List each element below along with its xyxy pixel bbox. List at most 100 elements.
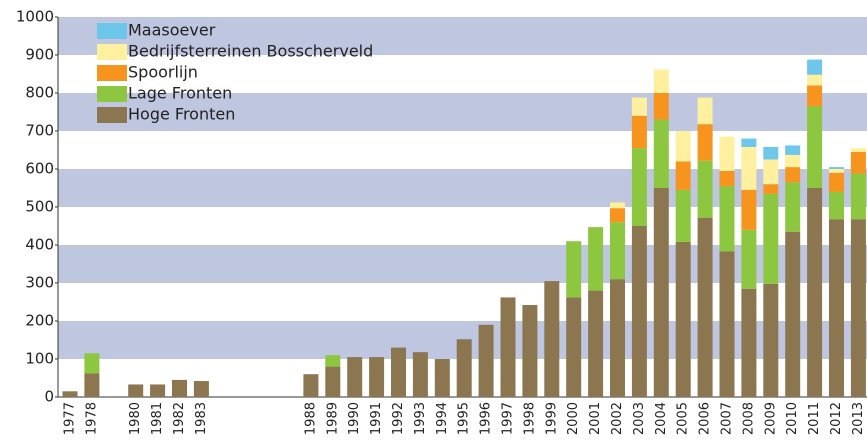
x-tick-label: 2013 [851, 402, 866, 435]
bar-segment [456, 339, 472, 397]
bar-segment [653, 188, 669, 397]
bar-segment [785, 231, 801, 397]
y-tick-label: 200 [25, 312, 54, 330]
bar-segment [807, 188, 823, 397]
bar-segment [829, 191, 844, 220]
x-tick-label: 2001 [588, 402, 603, 435]
bar-segment [391, 347, 406, 397]
bar-segment [785, 145, 801, 155]
bar-segment [610, 202, 625, 209]
x-tick-label: 2012 [829, 402, 844, 435]
x-tick-label: 2000 [566, 402, 581, 435]
bar-segment [850, 219, 866, 397]
bar-segment [829, 219, 844, 397]
bar-segment [522, 305, 538, 397]
y-tick-label: 600 [25, 160, 54, 178]
legend-label: Hoge Fronten [128, 105, 235, 124]
bar-segment [500, 297, 516, 397]
y-tick-label: 400 [25, 236, 54, 254]
y-tick-label: 0 [44, 388, 54, 406]
legend-label: Lage Fronten [128, 84, 232, 103]
bar-segment [763, 193, 779, 284]
y-tick-label: 300 [25, 274, 54, 292]
bar-segment [347, 357, 363, 397]
bar-segment [763, 159, 779, 185]
bar-segment [807, 106, 823, 188]
x-tick-label: 2006 [698, 402, 713, 435]
legend-swatch [97, 23, 127, 39]
bar-segment [84, 353, 100, 374]
x-tick-label: 2010 [785, 402, 800, 435]
bar-segment [610, 208, 625, 223]
bar-segment [325, 366, 341, 397]
bar-segment [697, 160, 713, 218]
x-tick-label: 2007 [720, 402, 735, 435]
bar-segment [588, 227, 604, 291]
bar-segment [719, 186, 735, 252]
x-tick-label: 1982 [172, 402, 187, 435]
legend-swatch [97, 65, 127, 81]
x-tick-label: 1988 [303, 402, 318, 435]
x-tick-label: 1983 [194, 402, 209, 435]
bar-segment [719, 136, 735, 171]
grid-band [58, 17, 867, 55]
y-tick-label: 500 [25, 198, 54, 216]
legend-label: Bedrijfsterreinen Bosscherveld [128, 42, 373, 61]
x-tick-label: 1994 [435, 402, 450, 435]
bar-segment [434, 359, 450, 397]
x-tick-label: 1992 [391, 402, 406, 435]
x-tick-label: 2005 [676, 402, 691, 435]
grid-band [58, 93, 867, 131]
bar-segment [829, 169, 844, 173]
bar-segment [566, 297, 582, 397]
x-tick-label: 2002 [610, 402, 625, 435]
bar-segment [631, 148, 647, 226]
bar-segment [303, 374, 319, 397]
bar-segment [741, 189, 757, 230]
y-tick-label: 1000 [16, 8, 54, 26]
bar-segment [631, 226, 647, 397]
bar-segment [412, 352, 428, 397]
x-tick-label: 2011 [807, 402, 822, 435]
x-tick-label: 1981 [150, 402, 165, 435]
bar-segment [785, 182, 801, 232]
bar-segment [631, 97, 647, 116]
bar-segment [544, 281, 560, 397]
legend-swatch [97, 44, 127, 60]
bar-segment [719, 251, 735, 397]
y-tick-label: 700 [25, 122, 54, 140]
bar-segment [741, 138, 757, 147]
bar-segment [697, 124, 713, 161]
bar-segment [829, 167, 844, 169]
bar-segment [763, 146, 779, 160]
bar-segment [807, 74, 823, 86]
x-tick-label: 1998 [522, 402, 537, 435]
bar-segment [610, 279, 625, 397]
bar-segment [785, 167, 801, 183]
bar-segment [763, 283, 779, 397]
bar-segment [675, 131, 691, 162]
x-tick-label: 1995 [457, 402, 472, 435]
bar-segment [675, 161, 691, 190]
bar-segment [653, 69, 669, 93]
bar-segment [741, 146, 757, 190]
bar-segment [785, 154, 801, 168]
bar-segment [697, 217, 713, 397]
bar-segment [653, 93, 669, 120]
y-tick-label: 900 [25, 46, 54, 64]
bar-segment [84, 373, 100, 397]
x-tick-label: 1989 [325, 402, 340, 435]
bar-segment [741, 229, 757, 289]
bar-segment [807, 85, 823, 107]
x-tick-label: 1997 [501, 402, 516, 435]
y-tick-label: 800 [25, 84, 54, 102]
bar-segment [172, 379, 187, 397]
legend-swatch [97, 86, 127, 102]
legend-swatch [97, 107, 127, 123]
x-tick-label: 1999 [544, 402, 559, 435]
bar-segment [697, 97, 713, 125]
bar-segment [850, 148, 866, 152]
bar-segment [653, 119, 669, 188]
x-tick-label: 1996 [479, 402, 494, 435]
